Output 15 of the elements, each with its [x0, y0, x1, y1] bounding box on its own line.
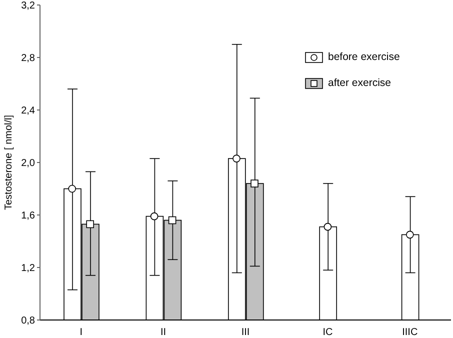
x-tick-label: I: [80, 327, 82, 338]
x-tick-label: IIIC: [402, 327, 418, 338]
y-tick-label: 3,2: [21, 0, 36, 12]
legend-label: after exercise: [328, 77, 392, 89]
y-tick-label: 2,4: [21, 106, 36, 117]
y-tick-label: 2,0: [21, 158, 36, 170]
y-tick-label: 1,6: [21, 210, 36, 222]
x-tick-label: IC: [322, 327, 333, 338]
y-tick-label: 0,8: [21, 316, 36, 327]
x-tick-label: III: [241, 327, 250, 338]
y-tick-label: 1,2: [21, 263, 36, 274]
y-axis-title: Testosterone [ nmol/l]: [4, 114, 15, 210]
x-tick-label: II: [160, 327, 166, 338]
legend-label: before exercise: [328, 51, 400, 63]
y-tick-label: 2,8: [21, 53, 36, 64]
